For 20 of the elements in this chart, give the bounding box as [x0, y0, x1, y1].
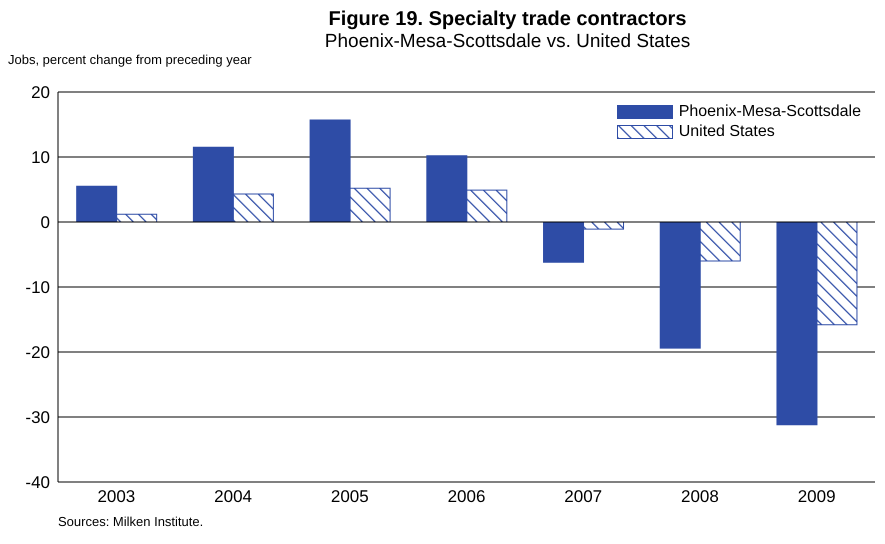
y-tick-label: -30: [25, 408, 50, 428]
y-tick-label: 0: [40, 213, 50, 232]
x-tick-label: 2006: [448, 487, 486, 506]
chart-title: Figure 19. Specialty trade contractors: [328, 8, 688, 31]
x-tick-label: 2007: [564, 487, 602, 506]
y-tick-label: -40: [25, 473, 50, 492]
y-tick-label: 20: [31, 83, 50, 102]
legend-label: United States: [678, 122, 775, 142]
x-tick-label: 2005: [330, 487, 369, 506]
legend-label: Phoenix-Mesa-Scottsdale: [678, 102, 861, 122]
x-tick-label: 2003: [97, 487, 136, 506]
x-tick-label: 2004: [214, 487, 252, 506]
x-tick-label: 2008: [681, 487, 719, 506]
x-tick-label: 2009: [798, 487, 836, 506]
y-tick-label: -20: [25, 343, 50, 362]
source-note: Sources: Milken Institute.: [58, 514, 204, 529]
y-tick-label: -10: [25, 278, 50, 298]
y-tick-label: 10: [31, 148, 50, 168]
y-axis-title: Jobs, percent change from preceding year: [8, 52, 252, 67]
chart-subtitle: Phoenix-Mesa-Scottsdale vs. United States: [324, 31, 692, 53]
